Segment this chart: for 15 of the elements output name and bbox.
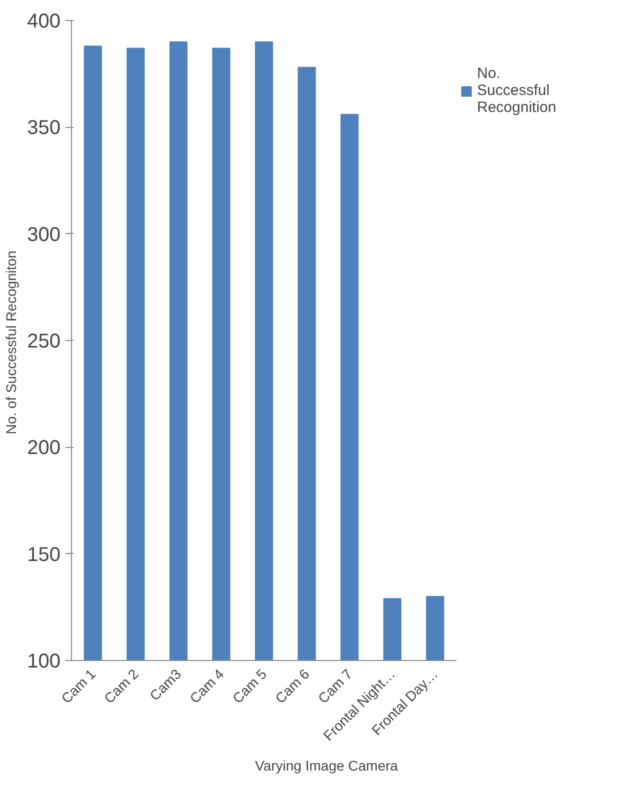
y-tick-label: 400 [27, 10, 61, 32]
y-tick-label: 300 [27, 224, 61, 246]
x-tick-label: Cam 2 [100, 666, 142, 706]
legend-label: No. Successful Recognition [477, 65, 556, 116]
x-tick-label: Cam 5 [229, 666, 270, 706]
y-tick-label: 100 [27, 650, 61, 672]
x-axis-title: Varying Image Camera [255, 757, 398, 774]
x-tick-label: Cam 6 [272, 666, 313, 706]
y-tick-label: 250 [27, 330, 61, 352]
y-axis-title: No. of Successful Recogniton [3, 250, 20, 434]
y-tick-label: 150 [27, 544, 61, 566]
y-tick-label: 350 [27, 117, 61, 140]
x-tick-label: Cam 1 [58, 666, 99, 706]
x-tick-label: Cam 4 [186, 666, 228, 706]
y-tick-label: 200 [27, 437, 61, 460]
